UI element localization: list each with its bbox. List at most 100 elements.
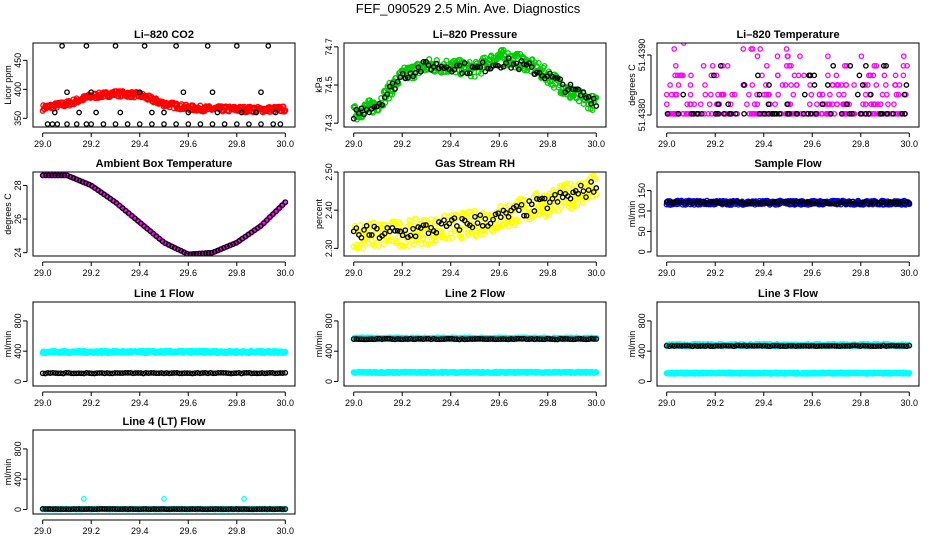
data-point	[715, 101, 722, 108]
data-point	[433, 57, 440, 64]
data-point	[386, 228, 393, 235]
data-point	[190, 251, 197, 256]
data-point	[830, 62, 837, 69]
data-point	[774, 342, 781, 349]
x-tick-label: 29.2	[393, 398, 411, 408]
chart-title: Line 4 (LT) Flow	[123, 416, 206, 428]
data-point	[860, 101, 866, 108]
data-point	[900, 72, 907, 79]
data-point	[715, 199, 722, 206]
data-point	[800, 342, 807, 349]
data-point	[145, 370, 152, 376]
data-points	[663, 197, 913, 208]
data-point	[892, 82, 898, 88]
data-point	[834, 101, 840, 108]
data-point	[221, 245, 227, 251]
data-point	[100, 121, 107, 127]
data-point	[417, 68, 424, 75]
chart-title: Li–820 Temperature	[736, 29, 839, 41]
data-point	[841, 110, 848, 117]
data-point	[816, 200, 822, 207]
data-point	[859, 82, 866, 88]
data-point	[124, 121, 131, 127]
data-point	[814, 101, 820, 108]
x-tick-label: 29.6	[803, 139, 821, 149]
y-axis-label: Licor ppm	[3, 65, 13, 105]
data-point	[766, 91, 772, 98]
data-point	[492, 62, 499, 69]
data-point	[135, 370, 142, 376]
data-point	[112, 121, 119, 127]
data-point	[673, 91, 680, 98]
y-axis-label: degrees C	[627, 64, 637, 106]
data-point	[282, 107, 289, 114]
data-point	[842, 62, 848, 69]
data-point	[270, 211, 276, 217]
data-point	[260, 220, 267, 226]
data-point	[862, 342, 869, 349]
data-point	[890, 342, 897, 349]
data-point	[214, 109, 221, 116]
data-point	[764, 343, 771, 349]
data-point	[567, 336, 574, 343]
data-point	[64, 121, 70, 127]
data-point	[797, 53, 803, 60]
x-tick-label: 29.8	[852, 268, 870, 278]
data-point	[99, 370, 105, 376]
data-point	[112, 370, 118, 376]
data-point	[871, 62, 878, 69]
data-point	[256, 370, 263, 377]
data-point	[681, 342, 688, 349]
data-point	[818, 343, 825, 349]
data-point	[862, 82, 868, 88]
data-point	[718, 200, 724, 206]
data-point	[140, 370, 147, 377]
data-point	[479, 222, 486, 229]
data-point	[425, 335, 432, 342]
x-tick-label: 29.2	[393, 139, 411, 149]
series-black	[664, 62, 910, 117]
data-point	[73, 370, 80, 377]
x-tick-label: 29.0	[658, 139, 676, 149]
y-axis-label: ml/min	[3, 459, 13, 486]
data-point	[585, 336, 592, 343]
data-point	[679, 343, 686, 349]
data-point	[551, 202, 558, 209]
data-point	[733, 342, 740, 349]
data-point	[270, 121, 277, 127]
data-point	[541, 195, 548, 202]
data-point	[720, 62, 726, 69]
data-point	[163, 370, 170, 376]
data-point	[808, 343, 815, 349]
data-point	[893, 343, 900, 349]
data-points	[350, 334, 600, 377]
data-point	[173, 121, 179, 127]
data-point	[843, 62, 850, 69]
data-point	[687, 342, 693, 349]
data-point	[688, 72, 694, 79]
data-point	[590, 189, 597, 195]
data-point	[456, 336, 463, 343]
data-point	[52, 370, 59, 376]
data-point	[719, 91, 726, 98]
data-point	[246, 369, 253, 376]
data-point	[394, 336, 401, 342]
data-point	[873, 62, 880, 69]
data-point	[49, 172, 55, 179]
data-point	[52, 172, 58, 179]
data-point	[707, 199, 714, 205]
data-point	[730, 343, 737, 350]
data-point	[891, 101, 897, 108]
data-point	[433, 60, 440, 67]
data-point	[738, 199, 745, 206]
data-point	[161, 121, 167, 127]
data-point	[143, 370, 149, 376]
x-tick-label: 29.4	[755, 268, 773, 278]
data-point	[893, 91, 900, 98]
data-point	[899, 110, 906, 117]
data-point	[885, 199, 892, 206]
data-point	[82, 180, 89, 186]
data-points	[39, 496, 289, 513]
data-point	[78, 370, 85, 377]
data-point	[257, 223, 264, 229]
